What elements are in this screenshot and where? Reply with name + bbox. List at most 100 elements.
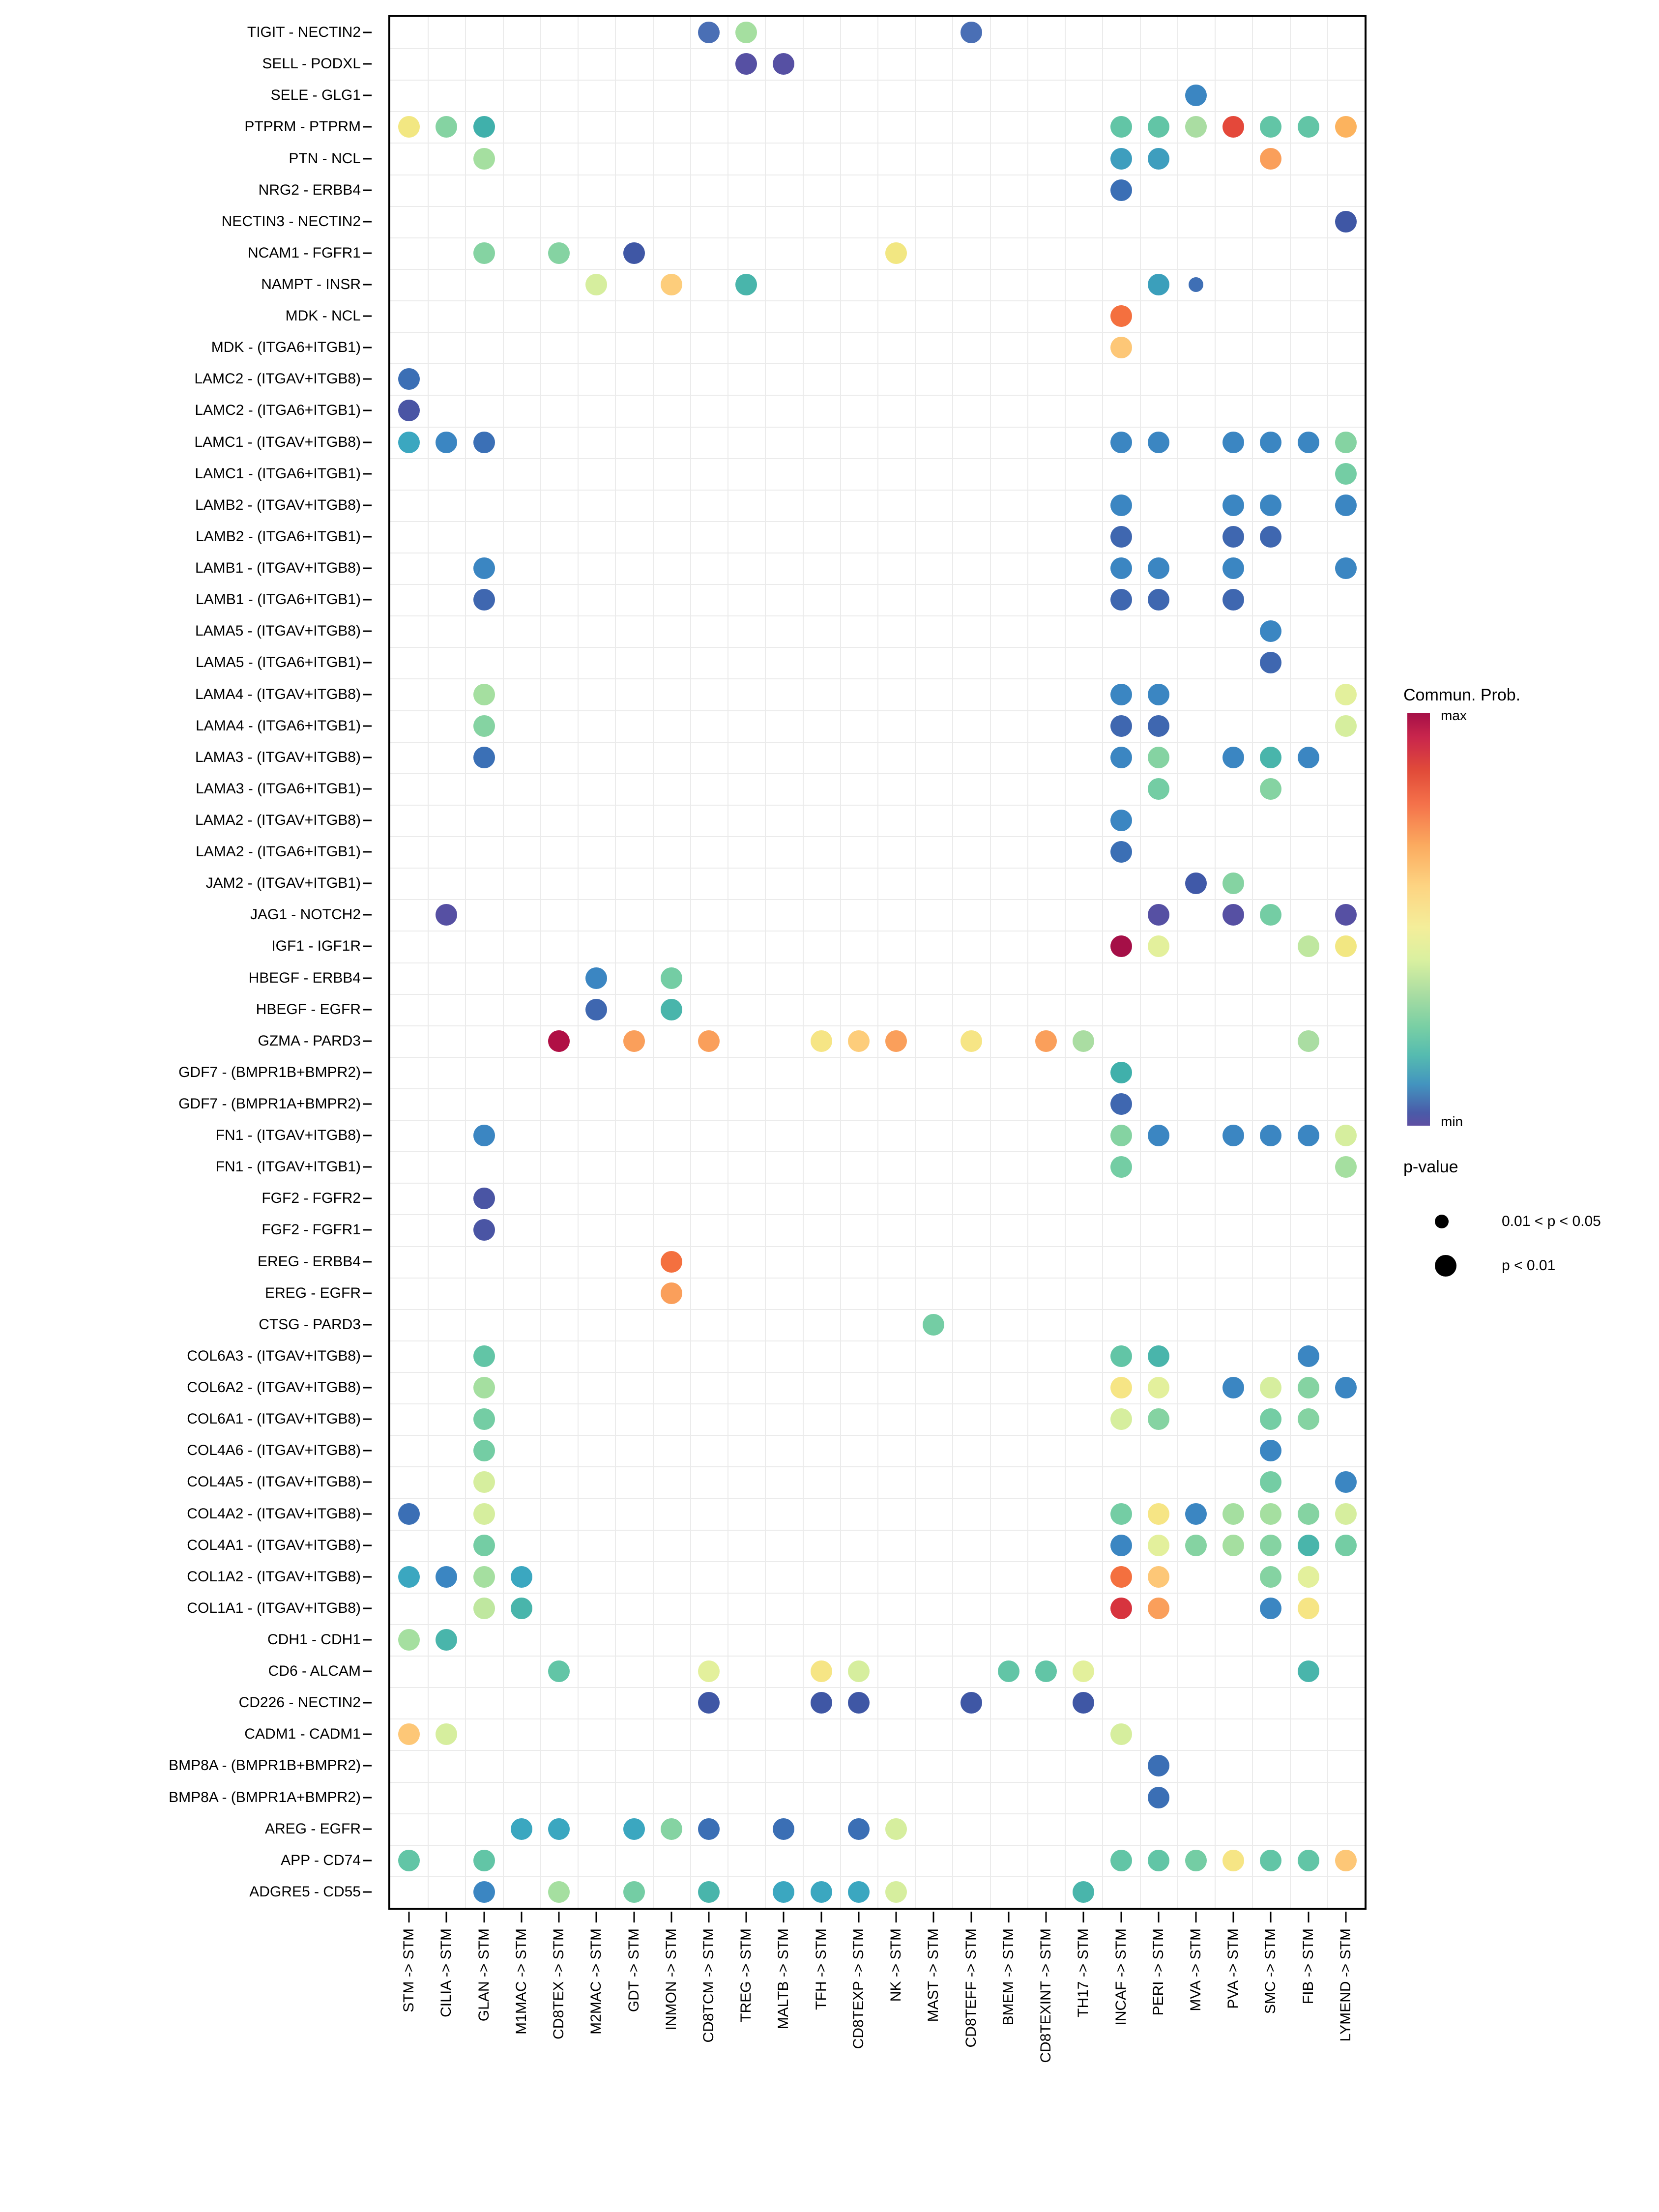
data-point[interactable] (473, 1408, 495, 1430)
data-point[interactable] (473, 1597, 495, 1619)
data-point[interactable] (1110, 147, 1132, 170)
data-point[interactable] (1335, 494, 1357, 516)
data-point[interactable] (1297, 1345, 1319, 1367)
data-point[interactable] (1297, 1566, 1319, 1588)
data-point[interactable] (810, 1030, 832, 1052)
data-point[interactable] (1110, 1408, 1132, 1430)
data-point[interactable] (548, 1030, 570, 1052)
data-point[interactable] (1335, 715, 1357, 737)
data-point[interactable] (1222, 746, 1245, 768)
data-point[interactable] (1073, 1660, 1095, 1683)
data-point[interactable] (1335, 557, 1357, 580)
data-point[interactable] (548, 1881, 570, 1903)
data-point[interactable] (1110, 337, 1132, 359)
data-point[interactable] (473, 1377, 495, 1399)
data-point[interactable] (1147, 557, 1169, 580)
data-point[interactable] (510, 1566, 532, 1588)
data-point[interactable] (1297, 1030, 1319, 1052)
data-point[interactable] (473, 683, 495, 705)
data-point[interactable] (698, 1660, 720, 1683)
data-point[interactable] (1073, 1881, 1095, 1903)
data-point[interactable] (1110, 809, 1132, 831)
data-point[interactable] (1147, 1566, 1169, 1588)
data-point[interactable] (473, 1219, 495, 1241)
data-point[interactable] (1222, 873, 1245, 895)
data-point[interactable] (473, 1534, 495, 1556)
data-point[interactable] (1147, 1408, 1169, 1430)
data-point[interactable] (1335, 116, 1357, 138)
data-point[interactable] (1335, 935, 1357, 958)
data-point[interactable] (1073, 1030, 1095, 1052)
data-point[interactable] (1222, 557, 1245, 580)
data-point[interactable] (436, 1629, 458, 1651)
data-point[interactable] (1110, 525, 1132, 548)
data-point[interactable] (1260, 1849, 1282, 1871)
data-point[interactable] (960, 22, 982, 44)
data-point[interactable] (1110, 589, 1132, 611)
data-point[interactable] (1147, 273, 1169, 295)
data-point[interactable] (1335, 1377, 1357, 1399)
data-point[interactable] (1035, 1030, 1057, 1052)
data-point[interactable] (1185, 1534, 1207, 1556)
data-point[interactable] (735, 273, 757, 295)
data-point[interactable] (773, 53, 795, 75)
data-point[interactable] (1335, 1503, 1357, 1525)
data-point[interactable] (398, 1503, 420, 1525)
data-point[interactable] (510, 1597, 532, 1619)
data-point[interactable] (1260, 494, 1282, 516)
data-point[interactable] (623, 1881, 645, 1903)
data-point[interactable] (473, 1881, 495, 1903)
data-point[interactable] (1222, 589, 1245, 611)
data-point[interactable] (735, 22, 757, 44)
data-point[interactable] (1110, 841, 1132, 863)
data-point[interactable] (1147, 1377, 1169, 1399)
data-point[interactable] (1110, 1597, 1132, 1619)
data-point[interactable] (1147, 431, 1169, 453)
data-point[interactable] (885, 1881, 907, 1903)
data-point[interactable] (810, 1660, 832, 1683)
data-point[interactable] (1260, 1125, 1282, 1147)
data-point[interactable] (1222, 116, 1245, 138)
data-point[interactable] (1222, 904, 1245, 926)
data-point[interactable] (1260, 904, 1282, 926)
data-point[interactable] (1110, 179, 1132, 201)
data-point[interactable] (1110, 935, 1132, 958)
data-point[interactable] (660, 1251, 682, 1273)
data-point[interactable] (885, 242, 907, 264)
data-point[interactable] (1035, 1660, 1057, 1683)
data-point[interactable] (1260, 1377, 1282, 1399)
data-point[interactable] (1297, 1503, 1319, 1525)
data-point[interactable] (436, 904, 458, 926)
data-point[interactable] (1147, 1125, 1169, 1147)
data-point[interactable] (923, 1313, 945, 1336)
data-point[interactable] (1110, 305, 1132, 327)
data-point[interactable] (1297, 1597, 1319, 1619)
data-point[interactable] (1335, 1534, 1357, 1556)
data-point[interactable] (398, 368, 420, 390)
data-point[interactable] (1110, 1503, 1132, 1525)
data-point[interactable] (1185, 116, 1207, 138)
data-point[interactable] (398, 1849, 420, 1871)
data-point[interactable] (1147, 1503, 1169, 1525)
data-point[interactable] (1335, 431, 1357, 453)
data-point[interactable] (473, 1188, 495, 1210)
data-point[interactable] (1335, 1471, 1357, 1493)
data-point[interactable] (1147, 683, 1169, 705)
data-point[interactable] (436, 1566, 458, 1588)
data-point[interactable] (1147, 715, 1169, 737)
data-point[interactable] (398, 431, 420, 453)
data-point[interactable] (1147, 1534, 1169, 1556)
data-point[interactable] (847, 1881, 870, 1903)
data-point[interactable] (660, 967, 682, 989)
data-point[interactable] (473, 1440, 495, 1462)
data-point[interactable] (473, 1566, 495, 1588)
data-point[interactable] (1147, 904, 1169, 926)
data-point[interactable] (1147, 935, 1169, 958)
data-point[interactable] (847, 1660, 870, 1683)
data-point[interactable] (1335, 1849, 1357, 1871)
data-point[interactable] (1188, 277, 1203, 292)
data-point[interactable] (1110, 557, 1132, 580)
data-point[interactable] (1222, 1503, 1245, 1525)
data-point[interactable] (698, 22, 720, 44)
data-point[interactable] (398, 116, 420, 138)
